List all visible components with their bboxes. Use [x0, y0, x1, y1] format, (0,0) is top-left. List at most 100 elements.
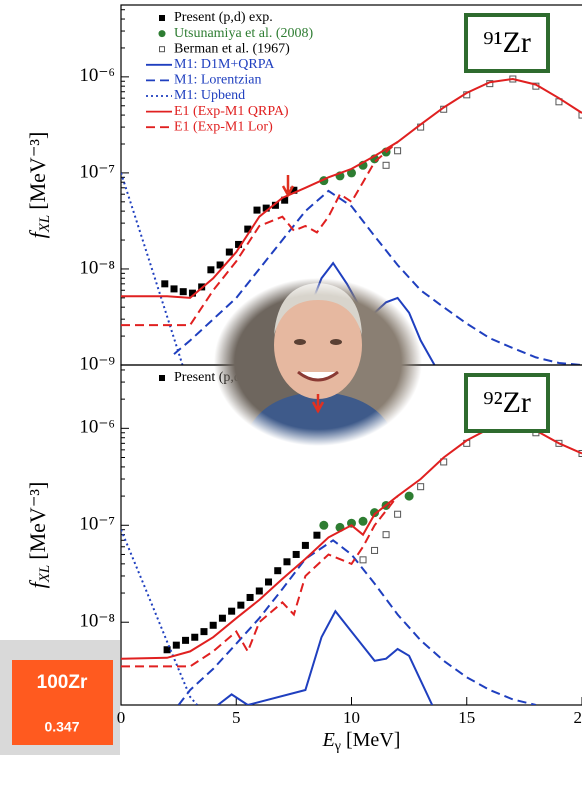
data-point — [382, 161, 390, 169]
x-tick-label: 20 — [574, 708, 582, 727]
data-point — [394, 147, 402, 155]
data-point — [382, 531, 390, 539]
data-point — [207, 266, 215, 274]
arrow — [281, 175, 295, 198]
legend-marker — [158, 30, 166, 38]
y-tick-label: 10⁻⁶ — [79, 65, 115, 86]
series-line — [121, 141, 399, 327]
portrait-photo — [210, 275, 430, 455]
badge-value: 0.347 — [44, 719, 79, 735]
data-point — [262, 204, 270, 212]
y-label-symbol: f — [25, 579, 50, 588]
data-point — [216, 261, 224, 269]
legend-marker — [159, 375, 165, 381]
y-tick-label: 10⁻⁷ — [79, 514, 115, 535]
data-point — [218, 614, 226, 622]
data-point — [182, 636, 190, 644]
x-tick-label: 15 — [458, 708, 475, 727]
y-tick-label: 10⁻⁶ — [79, 417, 115, 438]
data-point — [255, 587, 263, 595]
data-point — [179, 288, 187, 296]
legend-label: M1: Upbend — [174, 88, 245, 103]
y-label-unit: [MeV⁻³] — [25, 482, 50, 560]
data-point — [440, 458, 448, 466]
data-point — [237, 601, 245, 609]
y-axis-label: fXL [MeV⁻³] — [25, 482, 53, 589]
data-point — [235, 240, 243, 248]
data-point — [172, 641, 180, 649]
y-tick-label: 10⁻⁸ — [79, 257, 115, 278]
data-point — [290, 186, 298, 194]
data-point — [253, 206, 261, 214]
y-tick-label: 10⁻⁸ — [79, 611, 115, 632]
plot-area — [121, 420, 582, 705]
y-tick-label: 10⁻⁷ — [79, 161, 115, 182]
legend-label: Present (p,d) exp. — [174, 10, 273, 25]
data-point — [274, 567, 282, 575]
series-line — [121, 172, 184, 365]
legend-label: E1 (Exp-M1 QRPA) — [174, 104, 289, 119]
y-label-subscript: XL — [37, 215, 53, 234]
data-point — [313, 531, 321, 539]
data-point — [417, 483, 425, 491]
data-point — [209, 621, 217, 629]
data-point — [301, 541, 309, 549]
series-line — [177, 539, 537, 705]
y-axis-label: fXL [MeV⁻³] — [25, 132, 53, 239]
badge — [12, 660, 113, 745]
annotation: ⁹¹Zr — [483, 26, 531, 59]
data-point — [161, 280, 169, 288]
legend-marker — [159, 46, 165, 53]
data-point — [404, 491, 414, 501]
data-point — [265, 578, 273, 586]
data-point — [283, 558, 291, 566]
data-point — [163, 646, 171, 654]
y-tick-label: 10⁻⁹ — [79, 353, 115, 374]
legend-label: Utsunamiya et al. (2008) — [174, 26, 314, 41]
series-line — [217, 609, 434, 705]
data-point — [225, 248, 233, 256]
y-label-symbol: f — [25, 229, 50, 238]
badge-title: 100Zr — [37, 672, 88, 693]
y-label-unit: [MeV⁻³] — [25, 132, 50, 210]
data-point — [578, 111, 582, 119]
x-label-subscript: γ — [334, 739, 341, 754]
data-point — [228, 607, 236, 615]
series-line — [121, 495, 399, 668]
data-point — [319, 520, 329, 530]
data-point — [281, 196, 289, 204]
data-point — [188, 289, 196, 297]
plot-area — [121, 75, 582, 365]
data-point — [394, 510, 402, 518]
data-point — [578, 449, 582, 457]
data-point — [359, 556, 367, 564]
annotation-box — [464, 13, 550, 73]
legend-marker — [159, 15, 165, 21]
x-tick-label: 0 — [117, 708, 126, 727]
x-label-unit: [MeV] — [346, 729, 400, 751]
series-line — [121, 423, 582, 660]
data-point — [170, 285, 178, 293]
x-tick-label: 10 — [343, 708, 360, 727]
data-point — [271, 201, 279, 209]
series-line — [121, 77, 582, 299]
data-point — [358, 516, 368, 526]
data-point — [246, 593, 254, 601]
legend-label: M1: Lorentzian — [174, 73, 261, 88]
data-point — [371, 546, 379, 554]
y-label-subscript: XL — [37, 565, 53, 584]
data-point — [370, 508, 380, 518]
x-axis-label: Eγ [MeV] — [322, 729, 401, 755]
data-point — [191, 633, 199, 641]
x-tick-label: 5 — [232, 708, 241, 727]
data-point — [200, 628, 208, 636]
data-point — [292, 550, 300, 558]
series-line — [121, 529, 198, 705]
annotation-box — [464, 373, 550, 433]
legend-label: M1: D1M+QRPA — [174, 57, 275, 72]
arrow — [311, 394, 325, 414]
data-point — [555, 439, 563, 447]
legend-label: E1 (Exp-M1 Lor) — [174, 119, 273, 134]
data-point — [244, 225, 252, 233]
